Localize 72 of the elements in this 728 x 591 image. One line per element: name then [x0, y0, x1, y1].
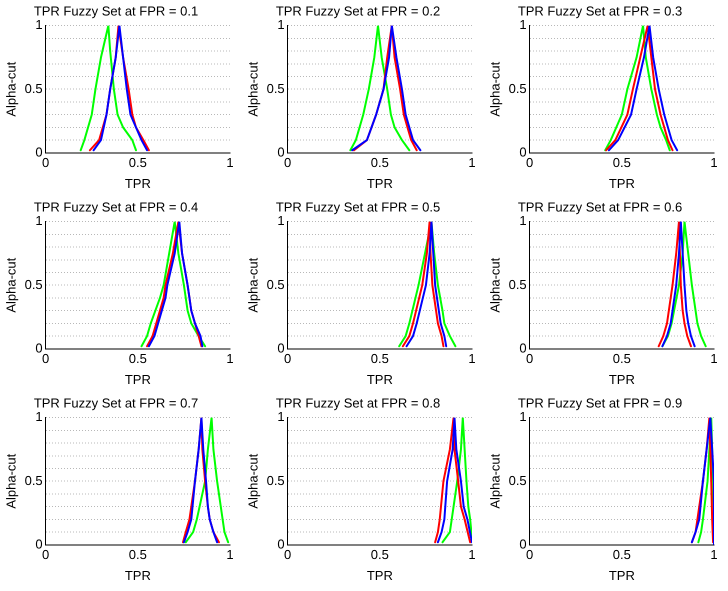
- y-tick-label: 0: [519, 144, 527, 160]
- y-tick-label: 0.5: [266, 80, 285, 96]
- y-tick-label: 0.5: [508, 472, 527, 488]
- chart-title: TPR Fuzzy Set at FPR = 0.5: [276, 199, 440, 214]
- x-axis-title: TPR: [124, 176, 151, 191]
- x-tick-label: 0.5: [128, 155, 147, 170]
- x-tick-label: 1: [468, 351, 476, 366]
- x-axis-title: TPR: [608, 568, 635, 583]
- x-tick-label: 0.5: [612, 547, 631, 562]
- chart-title: TPR Fuzzy Set at FPR = 0.7: [34, 395, 198, 410]
- chart-title: TPR Fuzzy Set at FPR = 0.2: [276, 3, 440, 18]
- y-axis-title: Alpha-cut: [245, 61, 260, 117]
- x-tick-label: 1: [468, 547, 476, 562]
- y-tick-label: 0: [35, 536, 43, 552]
- y-tick-label: 0: [519, 536, 527, 552]
- x-axis-title: TPR: [366, 176, 393, 191]
- y-tick-label: 1: [277, 409, 285, 424]
- y-axis-title: Alpha-cut: [487, 61, 502, 117]
- y-axis-title: Alpha-cut: [3, 453, 18, 509]
- x-tick-label: 0.5: [612, 351, 631, 366]
- y-axis-title: Alpha-cut: [3, 61, 18, 117]
- y-tick-label: 0: [35, 340, 43, 356]
- y-tick-label: 1: [35, 213, 43, 228]
- y-tick-label: 0: [277, 340, 285, 356]
- x-tick-label: 0.5: [612, 155, 631, 170]
- y-tick-label: 0: [277, 536, 285, 552]
- x-tick-label: 1: [710, 351, 718, 366]
- chart-title: TPR Fuzzy Set at FPR = 0.8: [276, 395, 440, 410]
- y-tick-label: 0.5: [266, 472, 285, 488]
- x-tick-label: 0.5: [370, 547, 389, 562]
- chart-title: TPR Fuzzy Set at FPR = 0.3: [518, 3, 682, 18]
- x-axis-title: TPR: [608, 176, 635, 191]
- chart-title: TPR Fuzzy Set at FPR = 0.9: [518, 395, 682, 410]
- x-tick-label: 1: [710, 547, 718, 562]
- y-axis-title: Alpha-cut: [245, 257, 260, 313]
- y-tick-label: 0: [35, 144, 43, 160]
- y-axis-title: Alpha-cut: [487, 453, 502, 509]
- chart-title: TPR Fuzzy Set at FPR = 0.1: [34, 3, 198, 18]
- x-axis-title: TPR: [366, 372, 393, 387]
- chart-title: TPR Fuzzy Set at FPR = 0.4: [34, 199, 198, 214]
- y-tick-label: 0.5: [508, 80, 527, 96]
- x-tick-label: 0.5: [370, 351, 389, 366]
- y-tick-label: 1: [277, 213, 285, 228]
- y-tick-label: 1: [35, 409, 43, 424]
- x-tick-label: 1: [710, 155, 718, 170]
- y-tick-label: 0: [519, 340, 527, 356]
- x-axis-title: TPR: [608, 372, 635, 387]
- y-tick-label: 0.5: [24, 80, 43, 96]
- x-tick-label: 1: [468, 155, 476, 170]
- x-tick-label: 0.5: [370, 155, 389, 170]
- x-tick-label: 1: [226, 547, 234, 562]
- y-axis-title: Alpha-cut: [3, 257, 18, 313]
- y-tick-label: 0: [277, 144, 285, 160]
- y-tick-label: 1: [519, 17, 527, 32]
- x-axis-title: TPR: [124, 568, 151, 583]
- x-tick-label: 1: [226, 155, 234, 170]
- y-tick-label: 1: [519, 213, 527, 228]
- y-tick-label: 1: [277, 17, 285, 32]
- y-tick-label: 0.5: [24, 472, 43, 488]
- y-tick-label: 1: [35, 17, 43, 32]
- y-axis-title: Alpha-cut: [245, 453, 260, 509]
- y-axis-title: Alpha-cut: [487, 257, 502, 313]
- x-tick-label: 0.5: [128, 351, 147, 366]
- x-tick-label: 1: [226, 351, 234, 366]
- y-tick-label: 0.5: [508, 276, 527, 292]
- chart-title: TPR Fuzzy Set at FPR = 0.6: [518, 199, 682, 214]
- y-tick-label: 0.5: [266, 276, 285, 292]
- x-tick-label: 0.5: [128, 547, 147, 562]
- y-tick-label: 1: [519, 409, 527, 424]
- y-tick-label: 0.5: [24, 276, 43, 292]
- x-axis-title: TPR: [124, 372, 151, 387]
- x-axis-title: TPR: [366, 568, 393, 583]
